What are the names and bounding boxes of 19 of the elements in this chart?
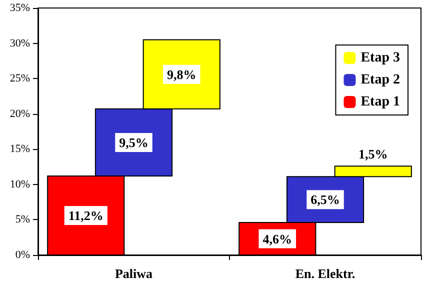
- legend-label: Etap 2: [360, 72, 400, 88]
- data-label: 9,5%: [119, 134, 148, 150]
- y-tick-label: 10%: [10, 178, 30, 190]
- x-tick-label: En. Elektr.: [295, 266, 356, 281]
- legend-label: Etap 1: [360, 94, 400, 110]
- data-label: 9,8%: [167, 66, 196, 82]
- data-label: 4,6%: [262, 231, 292, 246]
- data-label: 6,5%: [310, 192, 340, 208]
- data-label: 11,2%: [68, 208, 104, 223]
- legend-label: Etap 3: [360, 50, 400, 66]
- y-tick-label: 20%: [10, 108, 30, 120]
- data-label: 1,5%: [358, 146, 388, 162]
- y-tick-label: 15%: [10, 143, 30, 156]
- y-tick-label: 5%: [15, 214, 30, 226]
- y-tick-label: 25%: [10, 72, 30, 85]
- y-tick-label: 0%: [15, 249, 30, 261]
- y-tick-label: 35%: [10, 2, 30, 14]
- x-tick-label: Paliwa: [114, 266, 154, 281]
- y-tick-label: 30%: [10, 37, 30, 50]
